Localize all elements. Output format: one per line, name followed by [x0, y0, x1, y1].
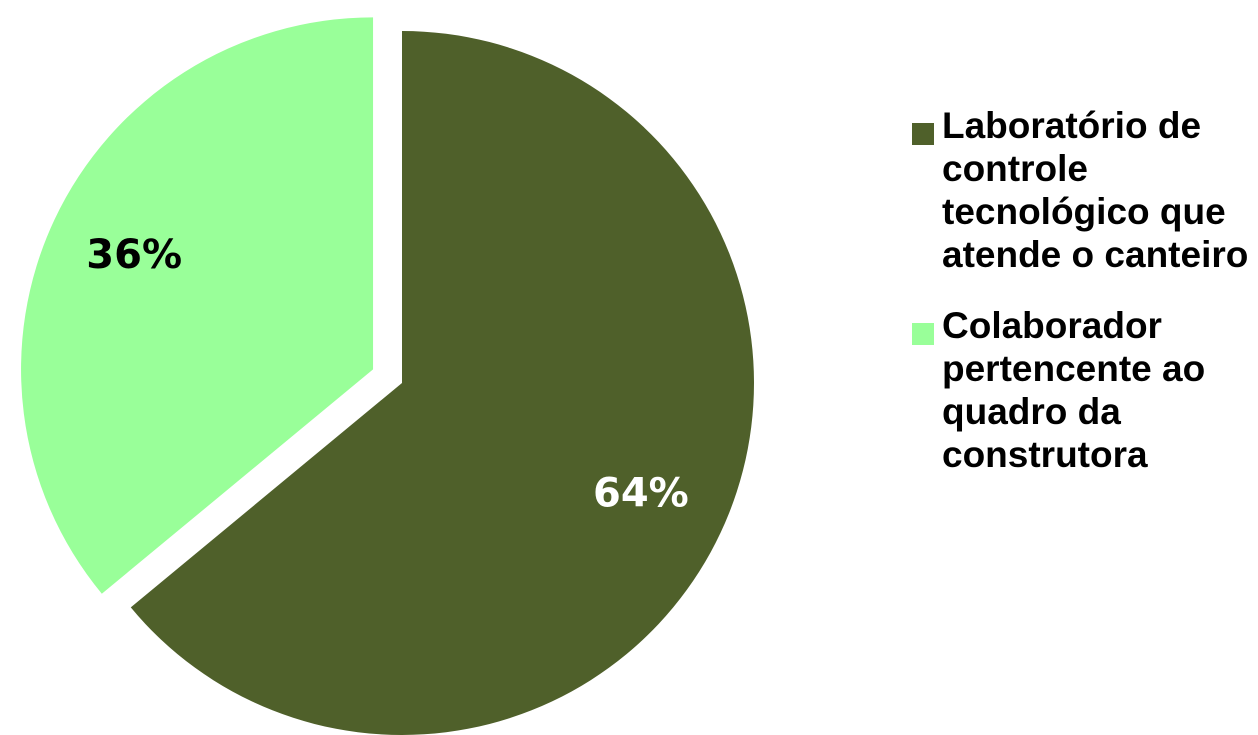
pie-data-label-0: 64%	[593, 470, 689, 516]
pie-data-labels: 64% 36%	[86, 232, 688, 516]
pie-slices	[21, 17, 754, 735]
legend-swatch-laboratorio	[912, 123, 934, 145]
legend-label-colaborador: Colaborador pertencente ao quadro da con…	[942, 305, 1206, 475]
pie-data-label-1: 36%	[86, 232, 182, 278]
pie-slice-1	[21, 17, 374, 594]
legend: Laboratório de controle tecnológico que …	[912, 104, 1258, 504]
legend-item-colaborador: Colaborador pertencente ao quadro da con…	[912, 304, 1258, 476]
legend-swatch-colaborador	[912, 323, 934, 345]
legend-item-laboratorio: Laboratório de controle tecnológico que …	[912, 104, 1258, 276]
pie-slice-0	[130, 31, 754, 735]
legend-label-laboratorio: Laboratório de controle tecnológico que …	[942, 105, 1249, 275]
